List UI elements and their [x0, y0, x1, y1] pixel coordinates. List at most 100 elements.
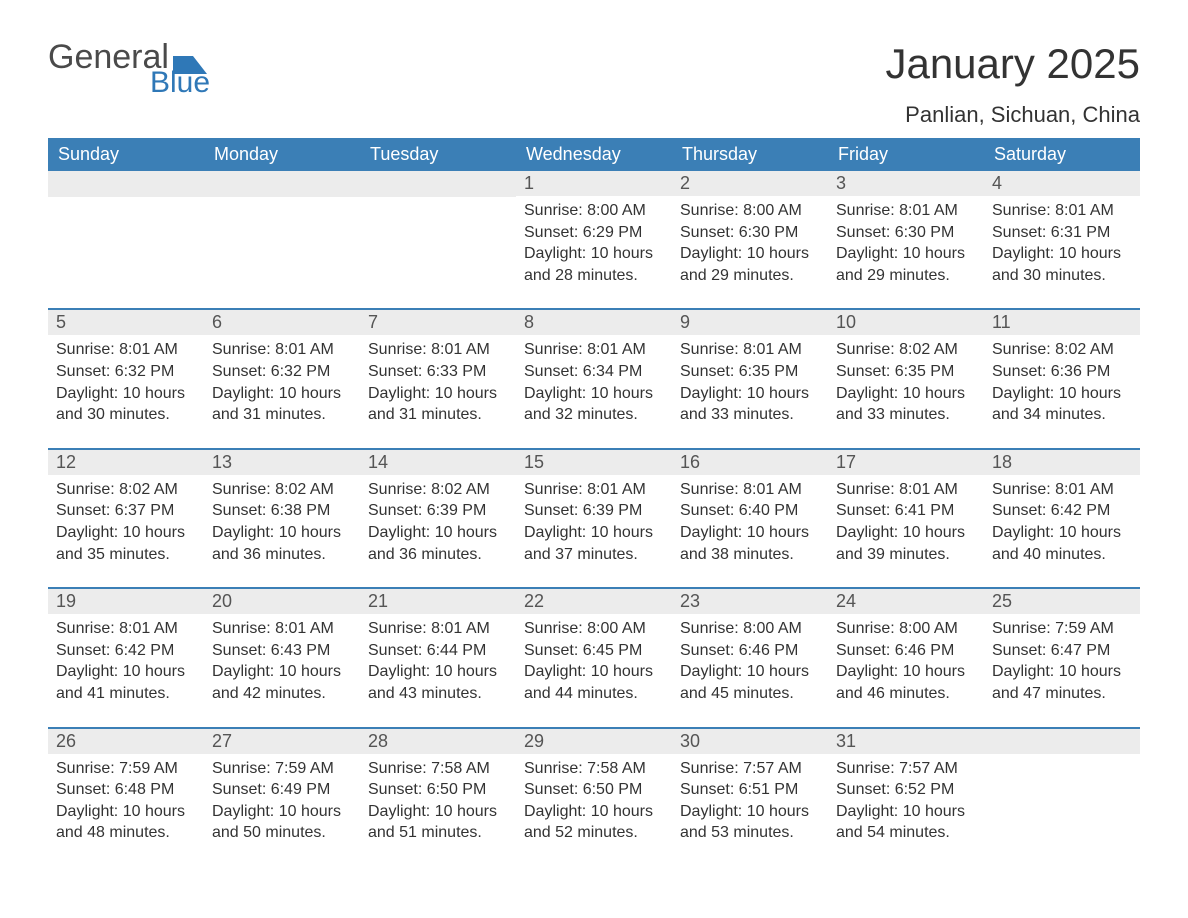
day-body: Sunrise: 7:59 AMSunset: 6:49 PMDaylight:…: [204, 754, 360, 866]
daylight-line: Daylight: 10 hours and 28 minutes.: [524, 243, 664, 286]
day-number: 19: [48, 589, 204, 614]
day-body: Sunrise: 8:01 AMSunset: 6:43 PMDaylight:…: [204, 614, 360, 726]
calendar-cell: 3Sunrise: 8:01 AMSunset: 6:30 PMDaylight…: [828, 171, 984, 309]
day-body: [360, 197, 516, 307]
sunrise-line: Sunrise: 8:01 AM: [524, 479, 664, 501]
daylight-line: Daylight: 10 hours and 42 minutes.: [212, 661, 352, 704]
calendar-cell: 20Sunrise: 8:01 AMSunset: 6:43 PMDayligh…: [204, 588, 360, 727]
calendar-cell: 13Sunrise: 8:02 AMSunset: 6:38 PMDayligh…: [204, 449, 360, 588]
daylight-line: Daylight: 10 hours and 48 minutes.: [56, 801, 196, 844]
daylight-line: Daylight: 10 hours and 45 minutes.: [680, 661, 820, 704]
daylight-line: Daylight: 10 hours and 51 minutes.: [368, 801, 508, 844]
calendar-cell: 31Sunrise: 7:57 AMSunset: 6:52 PMDayligh…: [828, 728, 984, 866]
sunrise-line: Sunrise: 7:59 AM: [56, 758, 196, 780]
sunrise-line: Sunrise: 8:00 AM: [680, 618, 820, 640]
calendar-week-row: 1Sunrise: 8:00 AMSunset: 6:29 PMDaylight…: [48, 171, 1140, 309]
sunset-line: Sunset: 6:50 PM: [524, 779, 664, 801]
day-body: Sunrise: 8:01 AMSunset: 6:41 PMDaylight:…: [828, 475, 984, 587]
day-body: Sunrise: 8:01 AMSunset: 6:30 PMDaylight:…: [828, 196, 984, 308]
daylight-line: Daylight: 10 hours and 32 minutes.: [524, 383, 664, 426]
calendar-cell: 15Sunrise: 8:01 AMSunset: 6:39 PMDayligh…: [516, 449, 672, 588]
day-number: 1: [516, 171, 672, 196]
weekday-header: Saturday: [984, 138, 1140, 171]
weekday-header: Wednesday: [516, 138, 672, 171]
day-number: 24: [828, 589, 984, 614]
day-number: [204, 171, 360, 197]
daylight-line: Daylight: 10 hours and 30 minutes.: [992, 243, 1132, 286]
sunrise-line: Sunrise: 8:00 AM: [524, 618, 664, 640]
sunset-line: Sunset: 6:38 PM: [212, 500, 352, 522]
calendar-cell: 2Sunrise: 8:00 AMSunset: 6:30 PMDaylight…: [672, 171, 828, 309]
day-number: 13: [204, 450, 360, 475]
logo-text-blue: Blue: [150, 68, 210, 98]
day-body: Sunrise: 8:01 AMSunset: 6:39 PMDaylight:…: [516, 475, 672, 587]
sunset-line: Sunset: 6:39 PM: [524, 500, 664, 522]
calendar-week-row: 5 Sunrise: 8:01 AM Sunset: 6:32 PM Daylight…: [48, 309, 1140, 448]
day-body: Sunrise: 8:02 AMSunset: 6:35 PMDaylight:…: [828, 335, 984, 447]
calendar-cell: 17Sunrise: 8:01 AMSunset: 6:41 PMDayligh…: [828, 449, 984, 588]
day-body: Sunrise: 8:00 AMSunset: 6:46 PMDaylight:…: [828, 614, 984, 726]
sunset-line: Sunset: 6:30 PM: [836, 222, 976, 244]
daylight-line: Daylight: 10 hours and 29 minutes.: [680, 243, 820, 286]
weekday-header: Thursday: [672, 138, 828, 171]
calendar-cell: 22Sunrise: 8:00 AMSunset: 6:45 PMDayligh…: [516, 588, 672, 727]
daylight-line: Daylight: 10 hours and 29 minutes.: [836, 243, 976, 286]
calendar-cell: 7Sunrise: 8:01 AMSunset: 6:33 PMDaylight…: [360, 309, 516, 448]
day-number: 2: [672, 171, 828, 196]
calendar-cell: 30Sunrise: 7:57 AMSunset: 6:51 PMDayligh…: [672, 728, 828, 866]
sunrise-line: Sunrise: 7:57 AM: [836, 758, 976, 780]
day-number: 28: [360, 729, 516, 754]
day-number: 15: [516, 450, 672, 475]
daylight-line: Daylight: 10 hours and 41 minutes.: [56, 661, 196, 704]
day-body: Sunrise: 8:02 AMSunset: 6:39 PMDaylight:…: [360, 475, 516, 587]
day-number: 23: [672, 589, 828, 614]
calendar-cell: 4Sunrise: 8:01 AMSunset: 6:31 PMDaylight…: [984, 171, 1140, 309]
calendar-cell: [204, 171, 360, 309]
sunset-line: Sunset: 6:32 PM: [212, 361, 352, 383]
day-number: 9: [672, 310, 828, 335]
day-number: 5: [48, 310, 204, 335]
day-body: Sunrise: 8:01 AMSunset: 6:44 PMDaylight:…: [360, 614, 516, 726]
sunset-line: Sunset: 6:51 PM: [680, 779, 820, 801]
sunrise-line: Sunrise: 8:01 AM: [680, 339, 820, 361]
day-body: Sunrise: 8:02 AMSunset: 6:36 PMDaylight:…: [984, 335, 1140, 447]
day-number: 16: [672, 450, 828, 475]
calendar-cell: 6Sunrise: 8:01 AMSunset: 6:32 PMDaylight…: [204, 309, 360, 448]
sunrise-line: Sunrise: 8:02 AM: [836, 339, 976, 361]
sunset-line: Sunset: 6:30 PM: [680, 222, 820, 244]
sunset-line: Sunset: 6:39 PM: [368, 500, 508, 522]
daylight-line: Daylight: 10 hours and 38 minutes.: [680, 522, 820, 565]
day-body: Sunrise: 7:57 AMSunset: 6:51 PMDaylight:…: [672, 754, 828, 866]
daylight-line: Daylight: 10 hours and 52 minutes.: [524, 801, 664, 844]
day-body: Sunrise: 8:00 AMSunset: 6:45 PMDaylight:…: [516, 614, 672, 726]
sunset-line: Sunset: 6:36 PM: [992, 361, 1132, 383]
sunrise-line: Sunrise: 8:01 AM: [680, 479, 820, 501]
day-body: Sunrise: 8:01 AMSunset: 6:42 PMDaylight:…: [984, 475, 1140, 587]
day-number: 20: [204, 589, 360, 614]
day-number: 22: [516, 589, 672, 614]
day-number: 7: [360, 310, 516, 335]
daylight-line: Daylight: 10 hours and 36 minutes.: [368, 522, 508, 565]
daylight-line: Daylight: 10 hours and 34 minutes.: [992, 383, 1132, 426]
daylight-line: Daylight: 10 hours and 47 minutes.: [992, 661, 1132, 704]
sunset-line: Sunset: 6:41 PM: [836, 500, 976, 522]
sunset-line: Sunset: 6:40 PM: [680, 500, 820, 522]
sunrise-line: Sunrise: 8:01 AM: [368, 618, 508, 640]
sunset-line: Sunset: 6:47 PM: [992, 640, 1132, 662]
day-body: [984, 754, 1140, 864]
day-body: Sunrise: 8:00 AMSunset: 6:29 PMDaylight:…: [516, 196, 672, 308]
daylight-line: Daylight: 10 hours and 35 minutes.: [56, 522, 196, 565]
day-body: Sunrise: 7:57 AMSunset: 6:52 PMDaylight:…: [828, 754, 984, 866]
daylight-line: Daylight: 10 hours and 43 minutes.: [368, 661, 508, 704]
calendar-cell: 11Sunrise: 8:02 AMSunset: 6:36 PMDayligh…: [984, 309, 1140, 448]
day-number: 4: [984, 171, 1140, 196]
sunrise-line: Sunrise: 7:57 AM: [680, 758, 820, 780]
daylight-line: Daylight: 10 hours and 36 minutes.: [212, 522, 352, 565]
day-body: Sunrise: 7:59 AMSunset: 6:48 PMDaylight:…: [48, 754, 204, 866]
sunrise-line: Sunrise: 8:01 AM: [992, 200, 1132, 222]
day-body: [204, 197, 360, 307]
calendar-cell: 26Sunrise: 7:59 AMSunset: 6:48 PMDayligh…: [48, 728, 204, 866]
sunrise-line: Sunrise: 7:58 AM: [524, 758, 664, 780]
sunrise-line: Sunrise: 7:58 AM: [368, 758, 508, 780]
weekday-header: Monday: [204, 138, 360, 171]
